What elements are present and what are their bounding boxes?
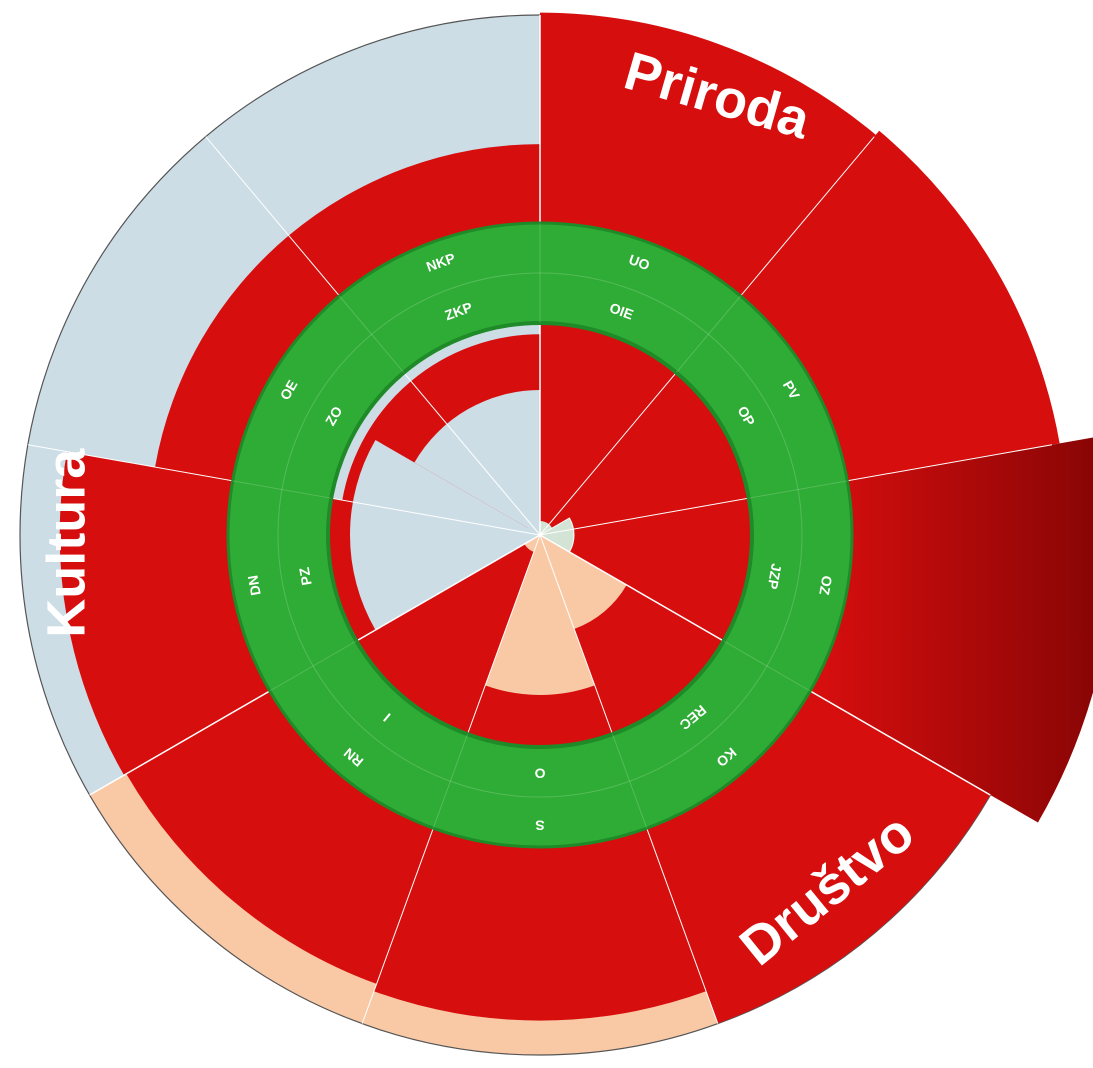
outer-bar-s — [373, 824, 707, 1021]
green-ring-slice-line — [612, 734, 648, 829]
outer-bar-rn — [126, 689, 435, 984]
ring-label: PZ — [296, 566, 315, 587]
outer-bar-oz — [806, 437, 1093, 823]
inner-bar-zkp-band — [375, 345, 540, 463]
ring-label: OZ — [816, 574, 835, 596]
green-ring-inner-edge — [326, 321, 754, 749]
outer-bar-uo — [540, 12, 876, 300]
ring-label: OIE — [607, 299, 635, 322]
inner-bar-zo-gap — [350, 440, 540, 630]
green-ring-slice-line — [432, 734, 468, 829]
green-ring-slice-line — [748, 480, 848, 499]
inner-bar-op — [548, 369, 753, 533]
inner-bar-rec-light — [540, 535, 627, 629]
ring-label: O — [534, 765, 545, 781]
green-ring-outer-edge — [226, 221, 854, 849]
green-ring-slice-line — [723, 640, 811, 692]
ring-label: UO — [627, 251, 652, 273]
outer-bar-ko — [645, 689, 991, 1024]
ring-label: JZP — [765, 562, 785, 590]
ring-label: S — [535, 817, 544, 833]
inner-bar-oie — [540, 319, 679, 525]
outer-bar-dn — [59, 451, 274, 776]
inner-bars — [324, 319, 756, 751]
inner-bar-zkp-gap — [414, 390, 540, 535]
green-ring-mid-line — [277, 272, 803, 798]
inner-bar-o-light — [485, 535, 595, 695]
sector-label-kultura: Kultura — [36, 448, 96, 638]
outer-bar-nkp — [288, 144, 540, 300]
green-ring-slice-line — [675, 295, 741, 373]
green-ring-slice-line — [232, 480, 332, 499]
outer-bar-oe — [155, 235, 343, 482]
outer-bars — [59, 12, 1093, 1024]
inner-bar-jzp — [552, 497, 756, 643]
green-label-ring — [226, 221, 854, 849]
green-ring — [228, 223, 852, 847]
ring-label: DN — [244, 574, 263, 597]
inner-bar-i — [352, 542, 536, 738]
green-ring-slice-line — [269, 640, 357, 692]
green-ring-slice-line — [339, 295, 405, 373]
